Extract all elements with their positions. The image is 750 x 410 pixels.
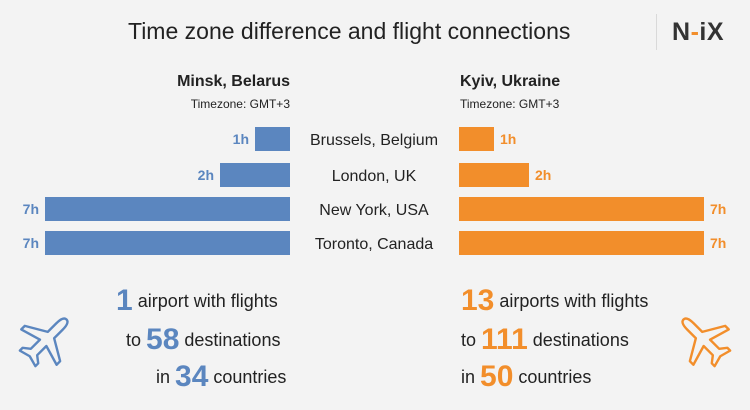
logo-part-ix: iX	[699, 18, 725, 46]
right-stat-destinations: to 111 destinations	[461, 323, 629, 357]
left-airports-text: airport with flights	[132, 291, 278, 311]
logo: N-iX	[672, 18, 724, 47]
left-countries-prefix: in	[156, 367, 176, 387]
minsk-bar-toronto-canada	[45, 231, 290, 255]
left-stat-airports: 1 airport with flights	[116, 284, 278, 318]
minsk-bar-label-toronto-canada: 7h	[23, 235, 39, 251]
kyiv-bar-brussels-belgium	[459, 127, 494, 151]
kyiv-bar-london-uk	[459, 163, 529, 187]
category-label-brussels-belgium: Brussels, Belgium	[310, 132, 438, 149]
logo-part-n: N	[672, 18, 691, 46]
kyiv-bar-label-toronto-canada: 7h	[710, 235, 726, 251]
minsk-bar-london-uk	[220, 163, 290, 187]
left-stat-countries: in 34 countries	[156, 360, 286, 394]
left-destinations-count: 58	[146, 323, 180, 356]
minsk-bar-label-brussels-belgium: 1h	[233, 131, 249, 147]
airplane-icon	[681, 317, 732, 368]
right-airports-text: airports with flights	[494, 291, 649, 311]
left-destinations-text: destinations	[179, 330, 281, 350]
left-timezone: Timezone: GMT+3	[190, 97, 290, 111]
kyiv-bar-label-new-york-usa: 7h	[710, 201, 726, 217]
right-destinations-text: destinations	[527, 330, 629, 350]
right-city-name: Kyiv, Ukraine	[460, 73, 561, 90]
category-label-new-york-usa: New York, USA	[319, 202, 429, 219]
right-airports-count: 13	[461, 284, 495, 317]
time-difference-chart: Brussels, Belgium 1h 1h London, UK 2h 2h New Y…	[23, 127, 726, 255]
minsk-bar-label-london-uk: 2h	[198, 167, 214, 183]
logo-divider	[656, 14, 657, 50]
left-airports-count: 1	[116, 284, 133, 317]
left-countries-text: countries	[208, 367, 287, 387]
left-stat-destinations: to 58 destinations	[126, 323, 280, 357]
minsk-bar-new-york-usa	[45, 197, 290, 221]
category-label-london-uk: London, UK	[332, 168, 417, 185]
right-destinations-count: 111	[481, 323, 528, 356]
logo-part-dash: -	[690, 18, 700, 46]
left-destinations-prefix: to	[126, 330, 147, 350]
right-destinations-prefix: to	[461, 330, 482, 350]
right-countries-prefix: in	[461, 367, 481, 387]
right-timezone: Timezone: GMT+3	[460, 97, 560, 111]
airplane-icon	[18, 317, 69, 368]
page-title: Time zone difference and flight connecti…	[128, 18, 571, 44]
minsk-bar-brussels-belgium	[255, 127, 290, 151]
minsk-bar-label-new-york-usa: 7h	[23, 201, 39, 217]
right-stat-countries: in 50 countries	[461, 360, 591, 394]
category-label-toronto-canada: Toronto, Canada	[315, 236, 433, 253]
right-countries-count: 50	[480, 360, 514, 393]
left-city-name: Minsk, Belarus	[177, 73, 290, 90]
left-countries-count: 34	[175, 360, 209, 393]
right-countries-text: countries	[513, 367, 592, 387]
kyiv-bar-label-brussels-belgium: 1h	[500, 131, 516, 147]
kyiv-bar-new-york-usa	[459, 197, 704, 221]
kyiv-bar-label-london-uk: 2h	[535, 167, 551, 183]
right-stat-airports: 13 airports with flights	[461, 284, 648, 318]
kyiv-bar-toronto-canada	[459, 231, 704, 255]
